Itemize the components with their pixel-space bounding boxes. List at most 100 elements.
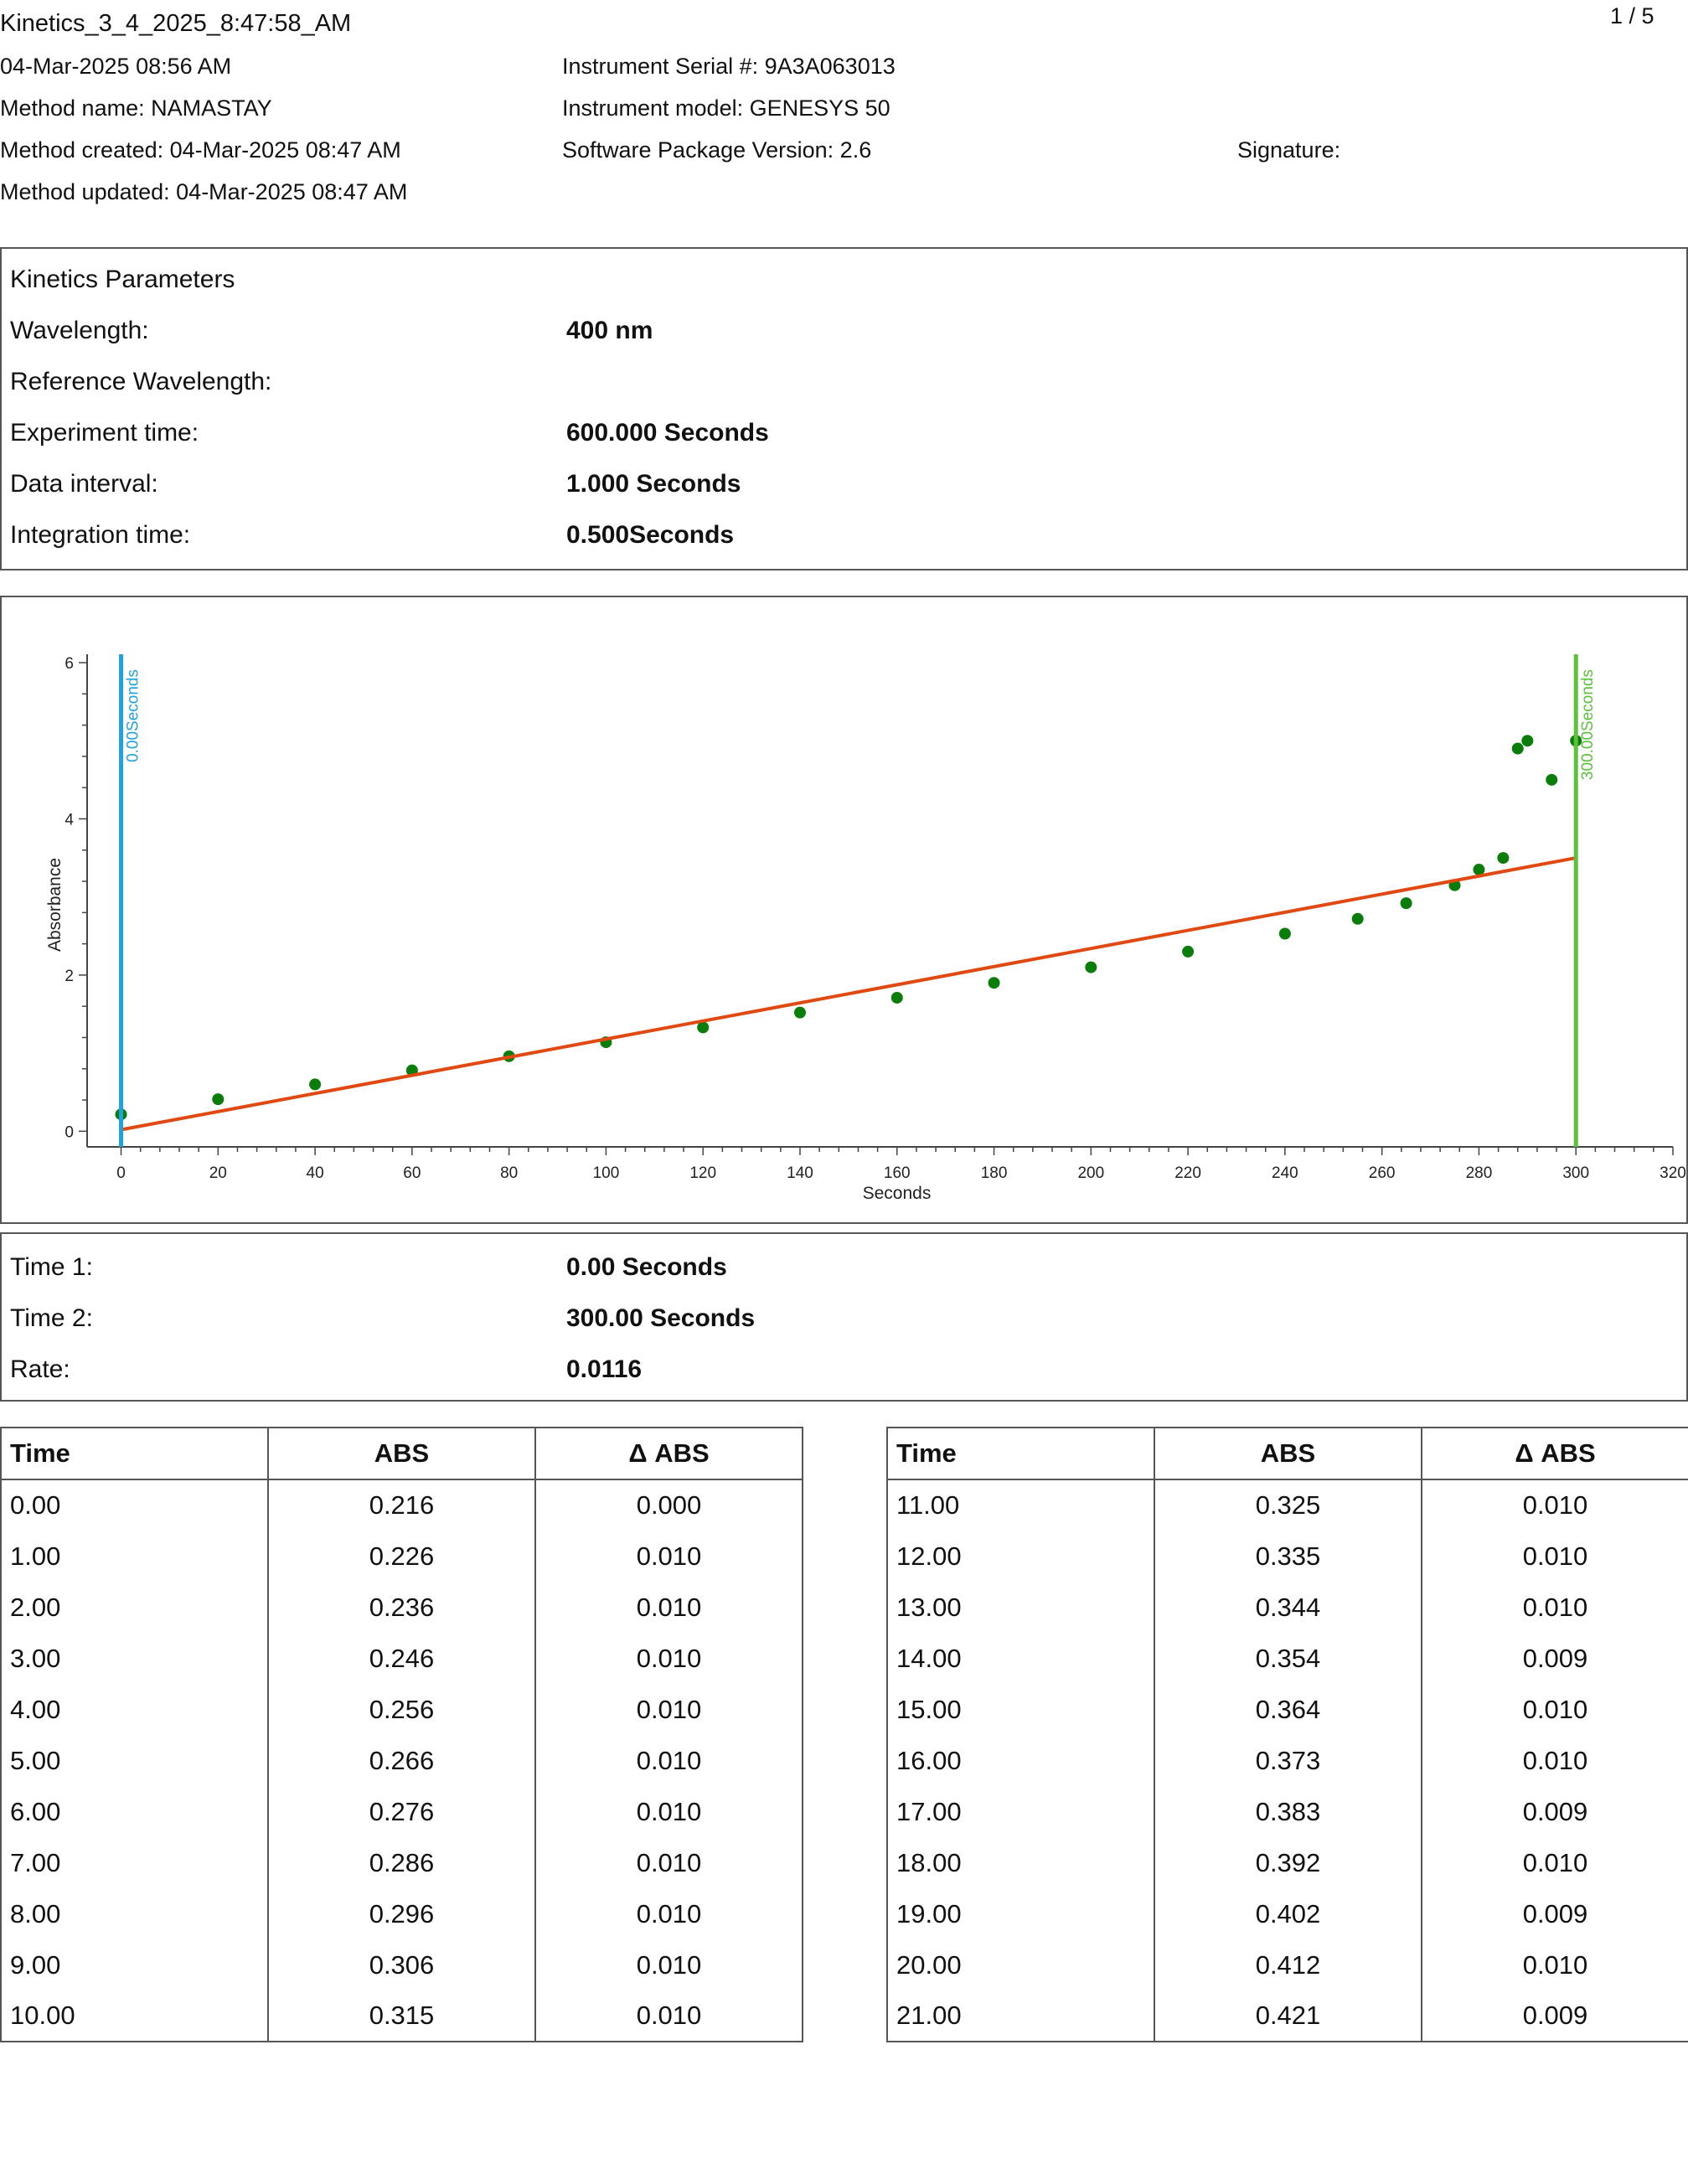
col-header-time: Time bbox=[0, 1427, 269, 1480]
time-cell: 3.00 bbox=[0, 1633, 269, 1684]
report-datetime: 04-Mar-2025 08:56 AM bbox=[0, 54, 232, 79]
x-tick-label: 260 bbox=[1369, 1164, 1396, 1182]
delta-abs-cell: 0.010 bbox=[1421, 1531, 1688, 1582]
abs-cell: 0.315 bbox=[267, 1990, 536, 2042]
param-label-experiment-time: Experiment time: bbox=[10, 419, 199, 447]
data-table-right: Time ABS Δ ABS 11.00 0.325 0.010 12.00 0.335… bbox=[886, 1427, 1688, 2042]
abs-cell: 0.296 bbox=[267, 1888, 536, 1939]
table-row: 12.00 0.335 0.010 bbox=[886, 1531, 1688, 1582]
data-point bbox=[309, 1078, 322, 1091]
data-point bbox=[697, 1021, 710, 1034]
param-label-integration-time: Integration time: bbox=[10, 521, 191, 549]
kinetics-parameters-panel: Kinetics Parameters Wavelength: 400 nm R… bbox=[0, 247, 1688, 571]
delta-abs-cell: 0.010 bbox=[534, 1888, 803, 1939]
delta-abs-cell: 0.010 bbox=[534, 1939, 803, 1990]
table-row: 21.00 0.421 0.009 bbox=[886, 1990, 1688, 2042]
param-value-experiment-time: 600.000 Seconds bbox=[566, 419, 769, 447]
time-cell: 15.00 bbox=[886, 1684, 1155, 1735]
time-cell: 2.00 bbox=[0, 1582, 269, 1633]
table-row: 0.00 0.216 0.000 bbox=[0, 1479, 803, 1531]
y-axis-label: Absorbance bbox=[45, 858, 65, 952]
data-point bbox=[1182, 945, 1195, 958]
delta-abs-cell: 0.010 bbox=[1421, 1837, 1688, 1888]
delta-abs-cell: 0.010 bbox=[1421, 1735, 1688, 1786]
time-cell: 0.00 bbox=[0, 1479, 269, 1531]
instrument-model: Instrument model: GENESYS 50 bbox=[562, 96, 890, 121]
time-cell: 7.00 bbox=[0, 1837, 269, 1888]
col-header-delta-abs: Δ ABS bbox=[1421, 1427, 1688, 1480]
time-cell: 10.00 bbox=[0, 1990, 269, 2042]
result-value-rate: 0.0116 bbox=[566, 1355, 643, 1383]
table-row: 10.00 0.315 0.010 bbox=[0, 1990, 803, 2042]
x-tick-label: 60 bbox=[403, 1164, 421, 1182]
time-cell: 11.00 bbox=[886, 1479, 1155, 1531]
abs-cell: 0.226 bbox=[267, 1531, 536, 1582]
data-point bbox=[1497, 852, 1510, 865]
kinetics-chart-panel: 0 20 40 60 80 100 120 140 160 180 200 220 240 260 280 3… bbox=[0, 596, 1688, 1224]
data-table-left: Time ABS Δ ABS 0.00 0.216 0.000 1.00 0.226 0.… bbox=[0, 1427, 803, 2042]
table-row: 7.00 0.286 0.010 bbox=[0, 1837, 803, 1888]
data-point bbox=[890, 991, 903, 1004]
time-cell: 8.00 bbox=[0, 1888, 269, 1939]
abs-cell: 0.216 bbox=[267, 1479, 536, 1531]
x-tick-label: 140 bbox=[787, 1164, 813, 1182]
x-tick-label: 240 bbox=[1272, 1164, 1298, 1182]
delta-abs-cell: 0.009 bbox=[1421, 1990, 1688, 2042]
abs-cell: 0.392 bbox=[1154, 1837, 1422, 1888]
time-cell: 4.00 bbox=[0, 1684, 269, 1735]
y-tick-label: 2 bbox=[65, 968, 74, 985]
time-cell: 12.00 bbox=[886, 1531, 1155, 1582]
abs-cell: 0.421 bbox=[1154, 1990, 1422, 2042]
abs-cell: 0.276 bbox=[267, 1786, 536, 1837]
x-tick-label: 0 bbox=[116, 1164, 126, 1182]
delta-abs-cell: 0.010 bbox=[534, 1633, 803, 1684]
time-cell: 16.00 bbox=[886, 1735, 1155, 1786]
table-row: 6.00 0.276 0.010 bbox=[0, 1786, 803, 1837]
result-label-time2: Time 2: bbox=[10, 1304, 93, 1332]
param-label-reference-wavelength: Reference Wavelength: bbox=[10, 368, 272, 395]
chart-time-markers[interactable]: 0.00Seconds 300.00Seconds bbox=[119, 654, 1598, 1147]
table-row: 1.00 0.226 0.010 bbox=[0, 1531, 803, 1582]
signature-label: Signature: bbox=[1237, 137, 1341, 163]
abs-cell: 0.373 bbox=[1154, 1735, 1422, 1786]
delta-abs-cell: 0.010 bbox=[534, 1990, 803, 2042]
delta-abs-cell: 0.000 bbox=[534, 1479, 803, 1531]
data-point bbox=[1085, 961, 1097, 973]
abs-cell: 0.412 bbox=[1154, 1939, 1422, 1990]
abs-cell: 0.286 bbox=[267, 1837, 536, 1888]
time-cell: 18.00 bbox=[886, 1837, 1155, 1888]
delta-abs-cell: 0.010 bbox=[534, 1837, 803, 1888]
delta-abs-cell: 0.009 bbox=[1421, 1786, 1688, 1837]
col-header-abs: ABS bbox=[1154, 1427, 1422, 1480]
result-value-time1: 0.00 Seconds bbox=[566, 1253, 727, 1281]
table-row: 4.00 0.256 0.010 bbox=[0, 1684, 803, 1735]
time-marker-label: 300.00Seconds bbox=[1579, 669, 1597, 780]
instrument-serial: Instrument Serial #: 9A3A063013 bbox=[562, 54, 896, 79]
time-marker-label: 0.00Seconds bbox=[125, 669, 142, 762]
delta-abs-cell: 0.010 bbox=[534, 1684, 803, 1735]
delta-abs-cell: 0.010 bbox=[1421, 1582, 1688, 1633]
table-row: 19.00 0.402 0.009 bbox=[886, 1888, 1688, 1939]
x-tick-label: 300 bbox=[1562, 1164, 1589, 1182]
abs-cell: 0.402 bbox=[1154, 1888, 1422, 1939]
data-point bbox=[1511, 742, 1524, 755]
delta-abs-cell: 0.010 bbox=[534, 1531, 803, 1582]
table-row: 15.00 0.364 0.010 bbox=[886, 1684, 1688, 1735]
result-label-rate: Rate: bbox=[10, 1355, 70, 1383]
abs-cell: 0.364 bbox=[1154, 1684, 1422, 1735]
data-point bbox=[793, 1006, 806, 1019]
time-cell: 6.00 bbox=[0, 1786, 269, 1837]
x-tick-label: 100 bbox=[593, 1164, 620, 1182]
x-tick-label: 20 bbox=[209, 1164, 227, 1182]
delta-abs-cell: 0.010 bbox=[534, 1735, 803, 1786]
data-point bbox=[1473, 864, 1485, 876]
time-cell: 17.00 bbox=[886, 1786, 1155, 1837]
x-tick-label: 120 bbox=[689, 1164, 716, 1182]
delta-abs-cell: 0.010 bbox=[534, 1786, 803, 1837]
delta-abs-cell: 0.009 bbox=[1421, 1888, 1688, 1939]
abs-cell: 0.256 bbox=[267, 1684, 536, 1735]
delta-abs-cell: 0.009 bbox=[1421, 1633, 1688, 1684]
param-value-data-interval: 1.000 Seconds bbox=[566, 470, 741, 498]
time-cell: 13.00 bbox=[886, 1582, 1155, 1633]
data-point bbox=[1546, 773, 1558, 786]
